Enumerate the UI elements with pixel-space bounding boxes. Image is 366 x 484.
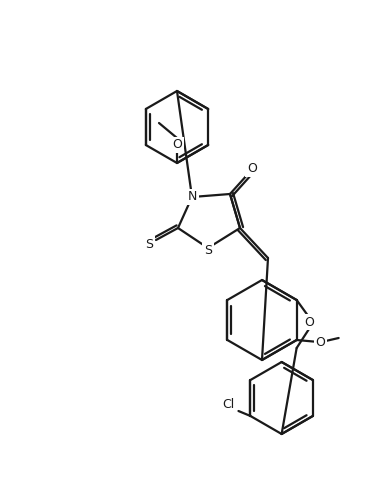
Text: O: O bbox=[247, 163, 257, 176]
Text: O: O bbox=[172, 138, 182, 151]
Text: O: O bbox=[316, 335, 326, 348]
Text: O: O bbox=[305, 316, 315, 329]
Text: N: N bbox=[187, 191, 197, 203]
Text: Cl: Cl bbox=[222, 397, 235, 410]
Text: S: S bbox=[204, 243, 212, 257]
Text: S: S bbox=[145, 238, 153, 251]
